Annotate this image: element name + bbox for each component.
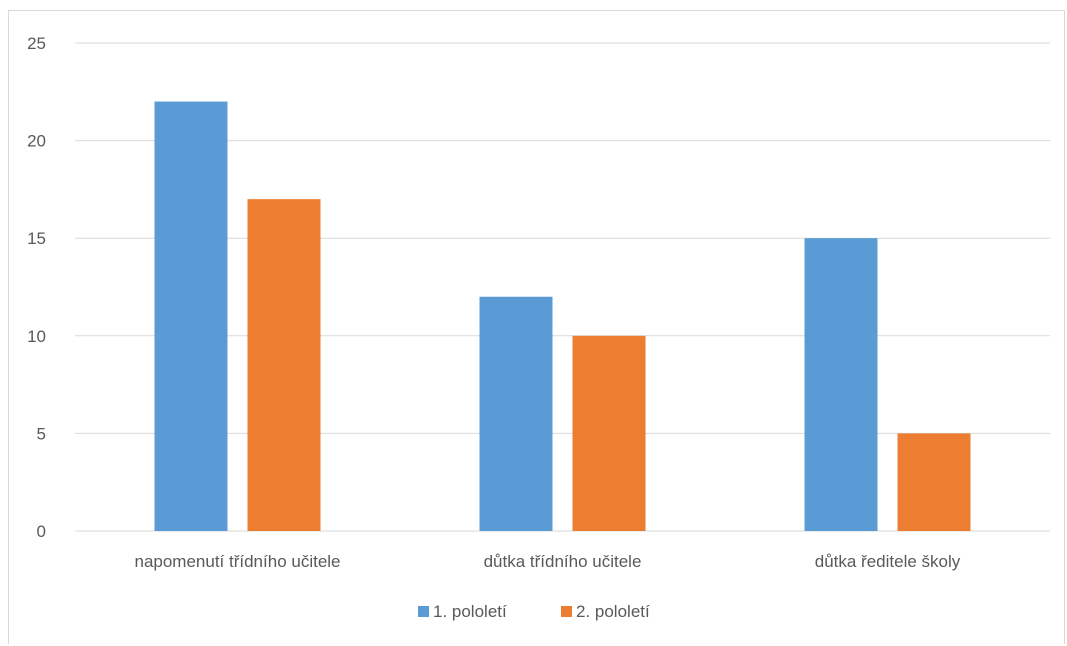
chart-frame xyxy=(8,10,1065,644)
gridlines xyxy=(75,42,1050,532)
bar-series-2-cat-3 xyxy=(897,433,971,531)
x-tick-label: napomenutí třídního učitele xyxy=(134,552,340,571)
bar-series-2-cat-1 xyxy=(247,199,321,531)
y-tick-label: 15 xyxy=(27,229,46,248)
bar-series-2-cat-2 xyxy=(572,335,646,531)
x-tick-label: důtka ředitele školy xyxy=(815,552,961,571)
bars xyxy=(154,101,971,531)
legend-swatch xyxy=(561,606,572,617)
bar-series-1-cat-1 xyxy=(154,101,228,531)
legend-label: 1. pololetí xyxy=(433,602,507,621)
legend: 1. pololetí 2. pololetí xyxy=(418,602,650,621)
y-tick-label: 0 xyxy=(37,522,46,541)
y-tick-label: 5 xyxy=(37,424,46,443)
bar-series-1-cat-3 xyxy=(804,238,878,531)
y-axis: 0 5 10 15 20 25 xyxy=(27,34,46,541)
bar-series-1-cat-2 xyxy=(479,296,553,531)
legend-label: 2. pololetí xyxy=(576,602,650,621)
x-axis: napomenutí třídního učitele důtka třídníh… xyxy=(134,552,960,571)
y-tick-label: 25 xyxy=(27,34,46,53)
y-tick-label: 10 xyxy=(27,327,46,346)
x-tick-label: důtka třídního učitele xyxy=(484,552,642,571)
legend-swatch xyxy=(418,606,429,617)
y-tick-label: 20 xyxy=(27,132,46,151)
